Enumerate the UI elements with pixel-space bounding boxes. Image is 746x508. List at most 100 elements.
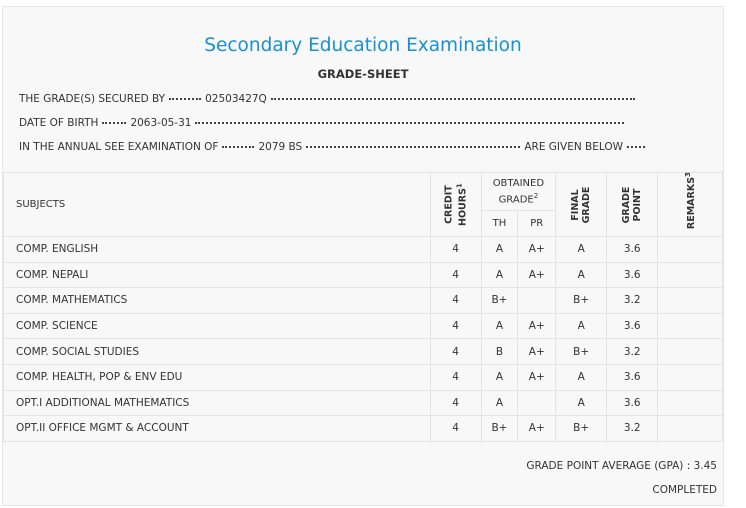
table-cell: A	[555, 389, 608, 417]
table-cell: 3.6	[606, 389, 659, 417]
gpa-line: GRADE POINT AVERAGE (GPA) : 3.45	[526, 460, 717, 472]
table-cell: B+	[555, 338, 608, 365]
table-cell: COMP. SOCIAL STUDIES	[3, 338, 431, 365]
column-header: FINAL GRADE	[555, 172, 608, 237]
table-row: COMP. SOCIAL STUDIES 4 B A+ B+ 3.2	[3, 338, 723, 365]
column-header: OBTAINED GRADE2	[480, 172, 557, 211]
table-cell: A	[555, 363, 608, 391]
info-line: DATE OF BIRTH 2063-05-31	[19, 117, 628, 129]
info-label: IN THE ANNUAL SEE EXAMINATION OF	[19, 141, 219, 153]
info-line: THE GRADE(S) SECURED BY 02503427Q	[19, 93, 639, 105]
table-cell: 4	[429, 338, 482, 365]
table-row: COMP. ENGLISH 4 A A+ A 3.6	[3, 236, 723, 263]
info-line: IN THE ANNUAL SEE EXAMINATION OF 2079 BS…	[19, 141, 649, 153]
table-cell: COMP. ENGLISH	[3, 236, 431, 263]
info-value: 2079 BS	[258, 141, 303, 153]
column-header: CREDIT HOURS1	[429, 172, 482, 237]
info-label: DATE OF BIRTH	[19, 117, 99, 129]
table-cell	[657, 363, 723, 391]
table-cell: B	[480, 338, 519, 365]
table-cell	[657, 338, 723, 365]
column-header: PR	[517, 210, 557, 237]
header-text: CREDIT HOURS	[442, 185, 469, 226]
column-header: GRADE POINT	[606, 172, 659, 237]
table-cell: 3.2	[606, 287, 659, 314]
table-cell: 3.6	[606, 261, 659, 289]
gpa-label: GRADE POINT AVERAGE (GPA) :	[526, 460, 691, 472]
info-value: 2063-05-31	[130, 117, 192, 129]
table-cell: 3.6	[606, 363, 659, 391]
table-cell	[657, 415, 723, 442]
table-cell: A	[555, 236, 608, 263]
footnote-mark: 3	[684, 172, 693, 178]
table-cell	[517, 287, 557, 314]
table-cell: A+	[517, 312, 557, 340]
gpa-value: 3.45	[693, 460, 717, 472]
title: Secondary Education Examination	[204, 35, 522, 56]
header-text: OBTAINED GRADE	[492, 177, 545, 206]
table-cell: 4	[429, 236, 482, 263]
table-cell: A	[480, 236, 519, 263]
table-cell	[657, 389, 723, 417]
table-cell: B+	[480, 287, 519, 314]
table-cell: 4	[429, 261, 482, 289]
header-text: FINAL GRADE	[570, 186, 593, 223]
table-cell	[657, 261, 723, 289]
table-cell: COMP. SCIENCE	[3, 312, 431, 340]
table-cell: COMP. MATHEMATICS	[3, 287, 431, 314]
table-cell	[657, 287, 723, 314]
table-row: OPT.II OFFICE MGMT & ACCOUNT 4 B+ A+ B+ 3.2	[3, 415, 723, 442]
grade-sheet: Secondary Education Examination GRADE-SH…	[2, 6, 724, 506]
table-cell: OPT.I ADDITIONAL MATHEMATICS	[3, 389, 431, 417]
table-cell: B+	[480, 415, 519, 442]
table-cell: 4	[429, 287, 482, 314]
table-cell: 3.2	[606, 415, 659, 442]
table-row: COMP. NEPALI 4 A A+ A 3.6	[3, 261, 723, 289]
table-cell	[657, 236, 723, 263]
table-cell	[517, 389, 557, 417]
table-row: OPT.I ADDITIONAL MATHEMATICS 4 A A 3.6	[3, 389, 723, 417]
table-cell: 4	[429, 389, 482, 417]
footnote-mark: 1	[454, 183, 463, 188]
table-cell: B+	[555, 415, 608, 442]
table-cell: A	[555, 261, 608, 289]
header-text: GRADE POINT	[621, 186, 644, 223]
table-cell: A	[480, 389, 519, 417]
table-cell: A	[480, 363, 519, 391]
table-cell: OPT.II OFFICE MGMT & ACCOUNT	[3, 415, 431, 442]
table-cell: A+	[517, 236, 557, 263]
table-cell: A	[480, 261, 519, 289]
column-header: REMARKS3	[657, 172, 723, 237]
table-cell: COMP. HEALTH, POP & ENV EDU	[3, 363, 431, 391]
column-header: SUBJECTS	[3, 172, 431, 237]
table-cell: 3.2	[606, 338, 659, 365]
table-cell: A+	[517, 363, 557, 391]
column-header: TH	[480, 210, 519, 237]
subtitle: GRADE-SHEET	[317, 67, 409, 81]
table-row: COMP. MATHEMATICS 4 B+ B+ 3.2	[3, 287, 723, 314]
table-cell: A+	[517, 415, 557, 442]
table-cell: A+	[517, 261, 557, 289]
grade-table: SUBJECTS CREDIT HOURS1 OBTAINED GRADE2 F…	[3, 172, 723, 442]
table-cell: COMP. NEPALI	[3, 261, 431, 289]
info-value: 02503427Q	[205, 93, 267, 105]
info-suffix: ARE GIVEN BELOW	[524, 141, 623, 153]
footnote-mark: 2	[533, 191, 539, 200]
info-label: THE GRADE(S) SECURED BY	[19, 93, 166, 105]
table-body: COMP. ENGLISH 4 A A+ A 3.6 COMP. NEPALI 4 A A+ A 3.…	[3, 236, 723, 442]
table-cell: 4	[429, 363, 482, 391]
table-cell: 3.6	[606, 236, 659, 263]
status: COMPLETED	[652, 484, 717, 496]
table-cell: A	[555, 312, 608, 340]
table-row: COMP. SCIENCE 4 A A+ A 3.6	[3, 312, 723, 340]
table-cell: 3.6	[606, 312, 659, 340]
table-cell	[657, 312, 723, 340]
table-cell: 4	[429, 312, 482, 340]
table-cell: B+	[555, 287, 608, 314]
table-row: COMP. HEALTH, POP & ENV EDU 4 A A+ A 3.6	[3, 363, 723, 391]
table-cell: A+	[517, 338, 557, 365]
table-cell: 4	[429, 415, 482, 442]
table-cell: A	[480, 312, 519, 340]
header-text: REMARKS	[686, 177, 698, 230]
